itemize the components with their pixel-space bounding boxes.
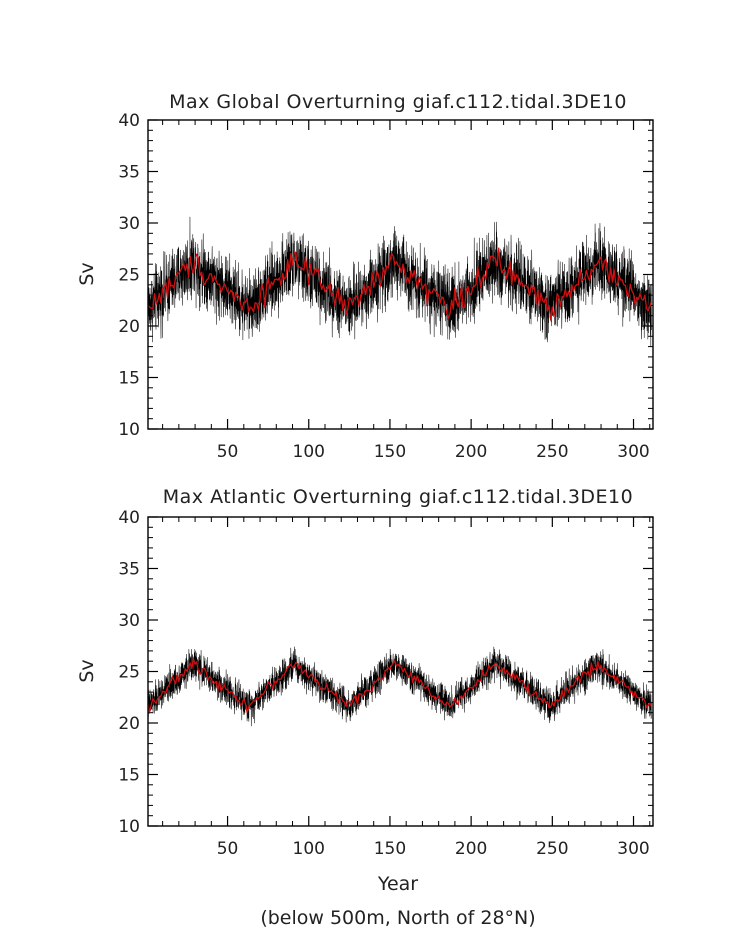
- footnote: (below 500m, North of 28°N): [260, 907, 535, 929]
- y-tick-label: 20: [118, 714, 140, 734]
- y-tick-label: 35: [118, 163, 140, 183]
- atlantic-panel: Max Atlantic Overturning giaf.c112.tidal…: [76, 486, 654, 895]
- x-tick-label: 200: [455, 839, 487, 859]
- global-title: Max Global Overturning giaf.c112.tidal.3…: [169, 91, 627, 113]
- x-tick-label: 50: [217, 442, 239, 462]
- y-tick-label: 15: [118, 369, 140, 389]
- x-tick-label: 100: [293, 442, 325, 462]
- global-series: [147, 216, 652, 347]
- atlantic-series: [147, 646, 652, 727]
- global-panel: Max Global Overturning giaf.c112.tidal.3…: [76, 91, 654, 462]
- x-tick-label: 300: [617, 839, 649, 859]
- global-ticks: 50 100 150 200 250 300 10 15 20 25 30 35 40: [118, 111, 653, 462]
- y-tick-label: 35: [118, 560, 140, 580]
- x-tick-label: 250: [536, 442, 568, 462]
- y-tick-label: 30: [118, 214, 140, 234]
- y-tick-label: 10: [118, 420, 140, 440]
- atlantic-xlabel: Year: [377, 873, 418, 895]
- atlantic-smooth-series-line: [147, 658, 652, 713]
- x-tick-label: 200: [455, 442, 487, 462]
- y-tick-label: 40: [118, 111, 140, 131]
- x-tick-label: 250: [536, 839, 568, 859]
- global-raw-series-line: [147, 216, 652, 347]
- atlantic-title: Max Atlantic Overturning giaf.c112.tidal…: [163, 486, 633, 508]
- x-tick-label: 100: [293, 839, 325, 859]
- x-tick-label: 150: [374, 442, 406, 462]
- atlantic-ticks: 50 100 150 200 250 300 10 15 20 25 30 35 40: [118, 508, 653, 859]
- y-tick-label: 25: [118, 663, 140, 683]
- x-tick-label: 300: [617, 442, 649, 462]
- x-tick-label: 150: [374, 839, 406, 859]
- atlantic-raw-series-line: [147, 646, 652, 727]
- y-tick-label: 30: [118, 611, 140, 631]
- x-tick-label: 50: [217, 839, 239, 859]
- global-smooth-series-line: [147, 247, 652, 321]
- y-tick-label: 15: [118, 766, 140, 786]
- y-tick-label: 10: [118, 817, 140, 837]
- atlantic-plot-frame: [147, 516, 654, 827]
- y-tick-label: 25: [118, 266, 140, 286]
- atlantic-ylabel: Sv: [76, 659, 98, 682]
- global-plot-frame: [147, 119, 654, 430]
- y-tick-label: 40: [118, 508, 140, 528]
- y-tick-label: 20: [118, 317, 140, 337]
- global-ylabel: Sv: [76, 262, 98, 285]
